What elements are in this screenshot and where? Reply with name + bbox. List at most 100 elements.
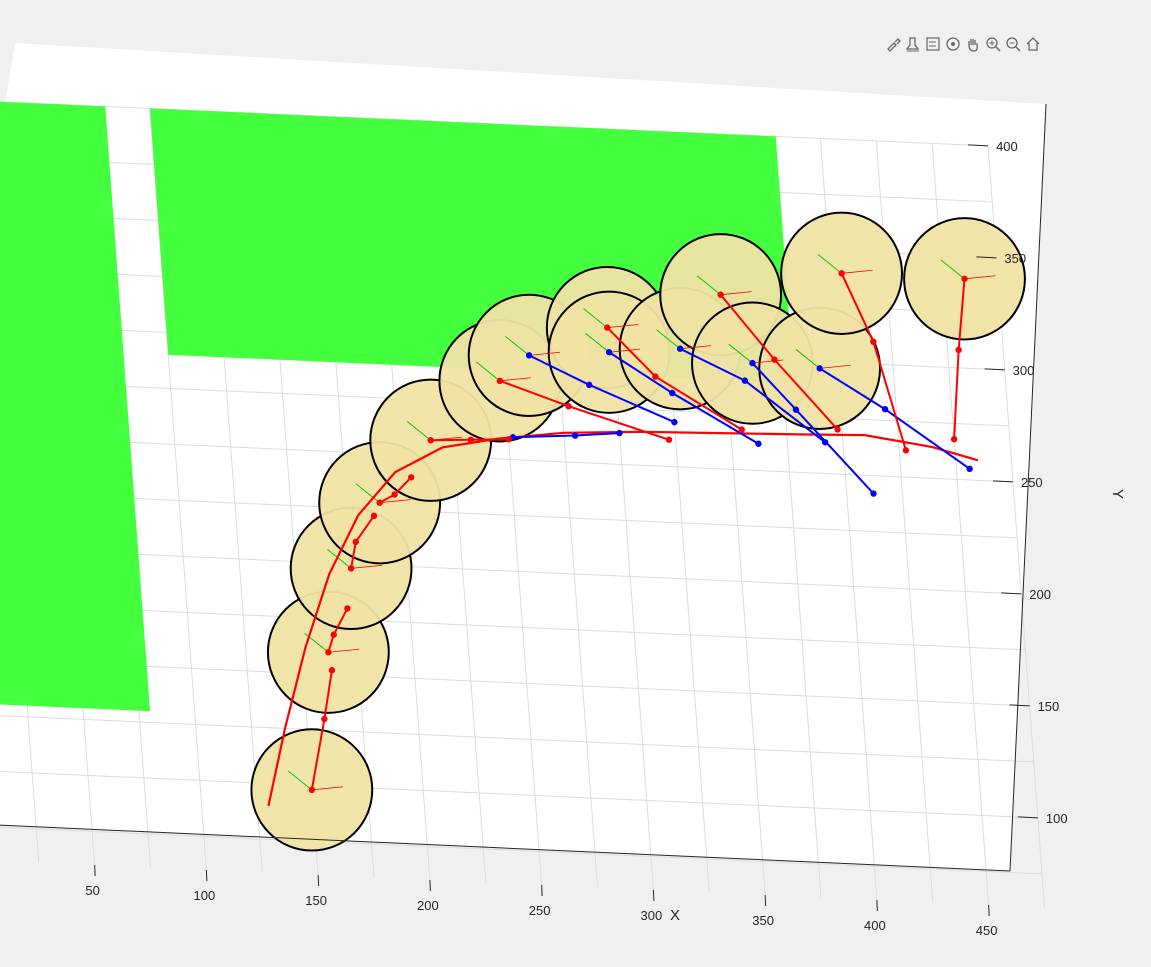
robot-link-point (771, 356, 778, 363)
y-tick-label: 250 (1021, 475, 1043, 490)
robot-link-point (838, 270, 845, 277)
y-tick (976, 256, 997, 259)
y-axis-label: Y (1109, 489, 1126, 499)
x-tick-label: 150 (305, 893, 327, 908)
link-segments (308, 270, 973, 794)
robot-link-point (467, 436, 474, 444)
heading-mark (656, 329, 681, 350)
robot-link-point (604, 324, 611, 331)
y-tick-label: 400 (996, 139, 1018, 154)
trailer-link-point (676, 345, 684, 352)
tick-marks: 50 100 150 200 250 300 350 400 450 100 150 200 250 30… (85, 139, 1067, 938)
data-tips-button[interactable] (904, 35, 922, 53)
y-tick-label: 300 (1013, 363, 1035, 378)
axes (0, 103, 1047, 872)
trailer-link-point (741, 377, 749, 384)
legend-icon (926, 37, 940, 51)
rotate-3d-button[interactable] (944, 35, 962, 53)
trailer-link-point (669, 389, 676, 397)
data-tips-icon (905, 37, 920, 52)
heading-mark (819, 364, 851, 369)
brush-select-icon (887, 38, 901, 52)
robot-link-point (376, 499, 383, 506)
robot-link-point (427, 437, 434, 444)
heading-mark (328, 648, 360, 653)
zoom-out-button[interactable] (1004, 35, 1022, 53)
robot-link-point (391, 491, 398, 498)
home-icon (1026, 37, 1040, 51)
heading-mark (583, 308, 608, 328)
heading-mark (327, 549, 352, 569)
x-tick-label: 400 (864, 918, 886, 933)
trailer-link-point (755, 440, 762, 447)
heading-mark (795, 349, 820, 369)
robot-link-point (665, 436, 673, 443)
x-tick-label: 200 (417, 898, 439, 913)
x-tick-label: 250 (529, 903, 551, 918)
heading-mark (499, 377, 531, 382)
trailer-link-point (671, 418, 678, 426)
zoom-out-icon (1006, 37, 1021, 52)
x-tick-label: 450 (976, 923, 998, 938)
y-tick (968, 144, 989, 147)
trailer-link-point (749, 359, 756, 367)
trailer-link-point (881, 406, 889, 413)
heading-mark (529, 351, 561, 356)
heading-mark (720, 291, 752, 296)
pan-hand-button[interactable] (964, 35, 982, 53)
x-tick (429, 880, 431, 892)
brush-select-button[interactable] (884, 35, 902, 53)
y-axis-line (1009, 103, 1047, 872)
x-tick (205, 870, 208, 882)
robot-link-point (950, 435, 958, 443)
zoom-in-icon (986, 37, 1001, 52)
y-tick (1001, 592, 1022, 595)
pan-hand-icon (968, 39, 978, 52)
x-tick-label: 300 (641, 908, 663, 923)
robot-link-point (344, 605, 351, 612)
heading-mark (607, 324, 639, 328)
grid-line-y (0, 770, 1038, 819)
grid-line-y (0, 715, 1034, 763)
heading-mark (351, 564, 383, 569)
obstacle-rect (0, 101, 151, 712)
y-tick-label: 200 (1029, 587, 1051, 602)
trailer-link-point (525, 352, 533, 359)
robot-link-point (961, 275, 968, 283)
x-tick (541, 885, 543, 897)
y-tick (1009, 704, 1030, 707)
trailer-link-point (605, 349, 613, 356)
trailer-link-point (586, 381, 593, 389)
robot-link-point (505, 436, 512, 443)
heading-mark (728, 343, 753, 364)
legend-button[interactable] (924, 35, 942, 53)
figure-toolbar (884, 35, 1042, 55)
heading-mark (406, 420, 432, 441)
robot-link-point (738, 426, 745, 433)
heading-mark (817, 254, 842, 274)
x-tick (988, 905, 990, 917)
robot-link-point (321, 715, 328, 723)
heading-mark (585, 332, 610, 353)
trailer-link-point (870, 490, 877, 497)
heading-mark (752, 359, 784, 364)
robot-link-point (330, 631, 337, 638)
x-tick (652, 890, 655, 902)
robot-link-point (370, 512, 378, 520)
zoom-in-button[interactable] (984, 35, 1002, 53)
grid-line-y (0, 826, 1043, 875)
heading-mark (379, 499, 411, 504)
x-axis-line (0, 824, 1011, 872)
home-button[interactable] (1024, 35, 1042, 53)
x-tick-label: 50 (85, 883, 99, 898)
y-tick-label: 350 (1004, 251, 1026, 266)
x-tick-label: 350 (752, 913, 774, 928)
robot-link-point (328, 667, 336, 674)
y-tick (984, 368, 1005, 371)
x-tick (876, 900, 878, 912)
robot-link-point (308, 786, 316, 794)
y-tick-label: 100 (1046, 811, 1068, 826)
heading-mark (311, 786, 343, 791)
x-tick (94, 865, 96, 877)
